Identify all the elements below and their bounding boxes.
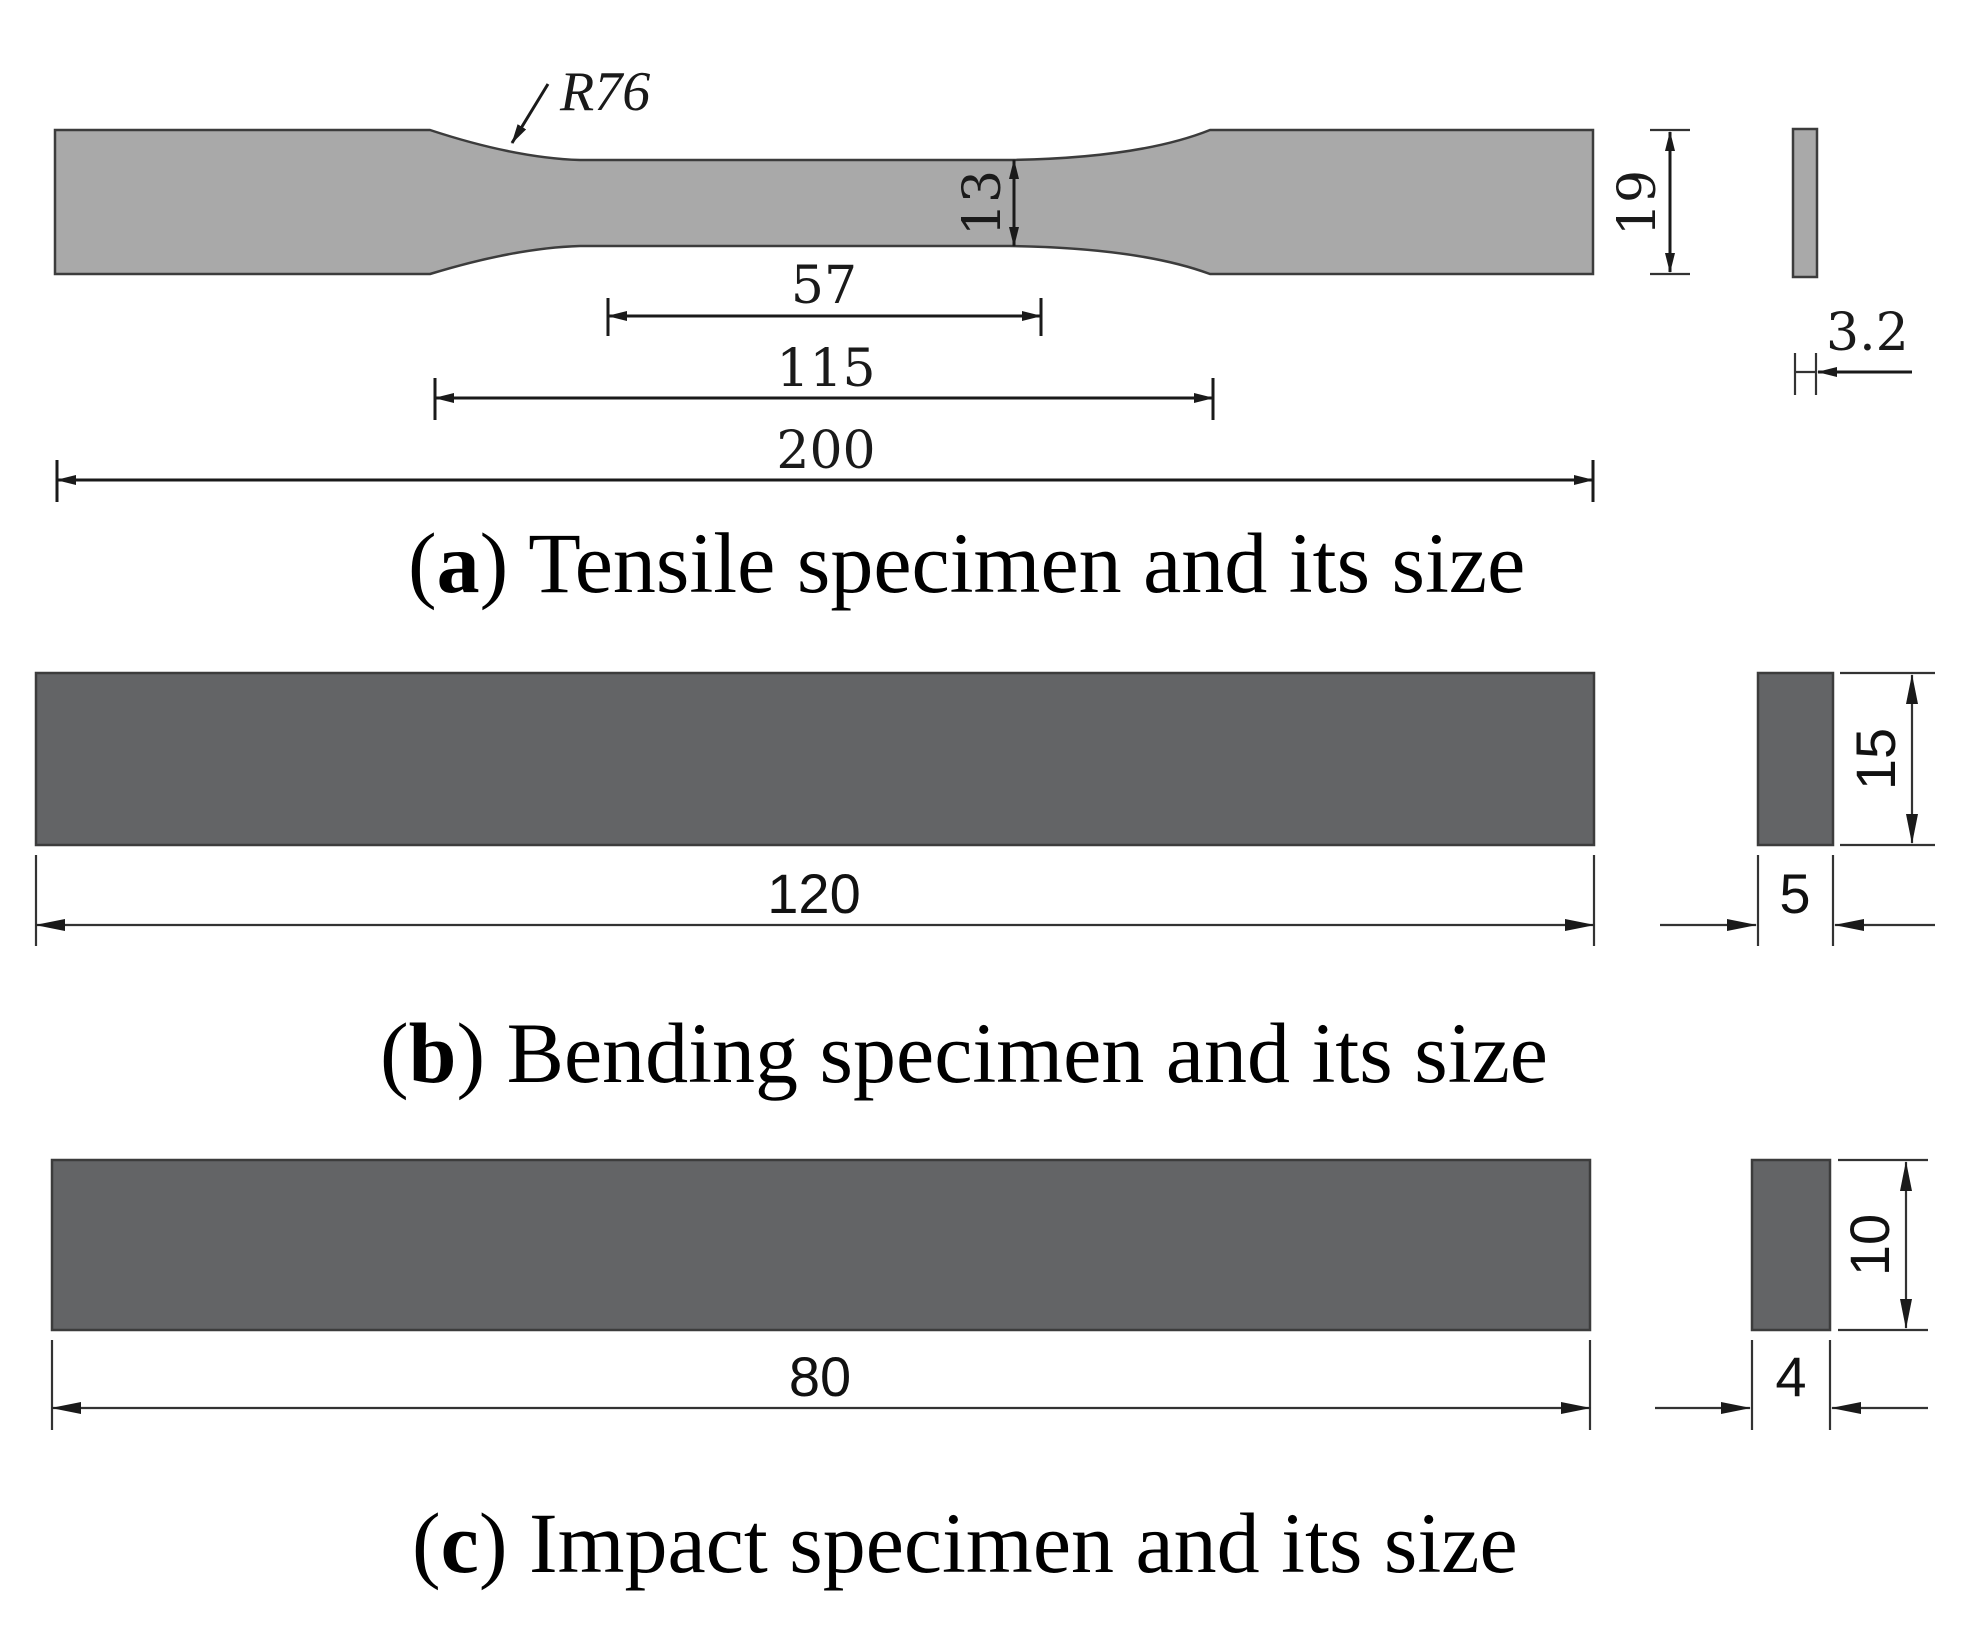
impact-length-label: 80: [789, 1345, 851, 1408]
radius-leader-line: [510, 83, 550, 144]
panel-c: 80 10 4 (c) Impact specimen and its size: [50, 1158, 1928, 1591]
bending-side-view: [1756, 671, 1835, 847]
bending-length-label: 120: [767, 862, 860, 925]
overall-length-label: 200: [776, 421, 875, 481]
caption-a-letter: a: [437, 515, 480, 611]
gauge-length-label: 57: [791, 256, 857, 316]
bending-specimen-body: [34, 671, 1596, 847]
panel-b: 120 15 5 (b) Bending specimen and its si…: [34, 671, 1935, 1101]
caption-c-text: Impact specimen and its size: [507, 1495, 1517, 1591]
tensile-specimen-body: [53, 128, 1595, 276]
grip-width-label: 19: [1608, 170, 1668, 236]
impact-specimen-body: [50, 1158, 1592, 1332]
caption-a-text: Tensile specimen and its size: [508, 515, 1525, 611]
impact-height-label: 10: [1838, 1214, 1901, 1276]
radius-label: R76: [559, 61, 650, 123]
caption-c: (c) Impact specimen and its size: [412, 1495, 1518, 1591]
caption-b-text: Bending specimen and its size: [485, 1005, 1548, 1101]
bending-height-label: 15: [1844, 728, 1907, 790]
caption-c-letter: c: [441, 1495, 479, 1591]
caption-b-letter: b: [409, 1005, 457, 1101]
caption-a: (a) Tensile specimen and its size: [408, 515, 1525, 611]
gauge-width-label: 13: [953, 170, 1013, 236]
bending-width-label: 5: [1779, 862, 1810, 925]
impact-side-view: [1750, 1158, 1832, 1332]
narrow-length-label: 115: [776, 339, 875, 399]
thickness-label: 3.2: [1826, 303, 1909, 363]
panel-a: R76 13 19 3.2 57 115 200 (a) Tensile spe…: [53, 61, 1912, 611]
caption-b: (b) Bending specimen and its size: [380, 1005, 1548, 1101]
impact-width-label: 4: [1775, 1345, 1806, 1408]
tensile-side-view: [1791, 127, 1819, 279]
